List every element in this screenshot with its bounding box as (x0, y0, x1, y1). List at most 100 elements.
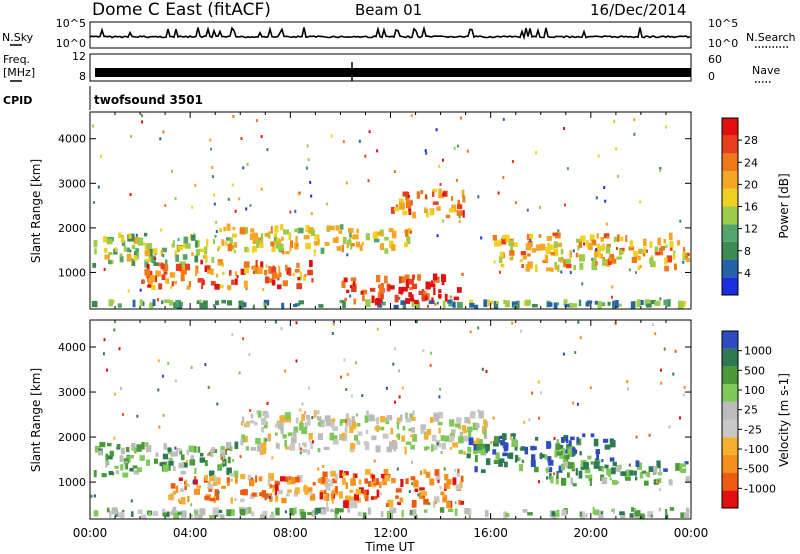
velocity-echo-cell-band-4 (434, 496, 440, 503)
velocity-ytick-label: 2000 (58, 431, 86, 444)
power-scatter-cell (616, 247, 618, 250)
power-ytick-label: 3000 (58, 177, 86, 190)
power-echo-cell-band-6 (566, 264, 572, 269)
power-echo-cell-band-3 (225, 241, 228, 246)
velocity-scatter-cell (361, 394, 364, 398)
power-echo-cell-band-6 (596, 243, 600, 251)
power-echo-cell-band-4 (425, 281, 431, 290)
velocity-echo-cell-band-4 (456, 473, 460, 477)
power-echo-cell-band-6 (535, 264, 538, 273)
velocity-echo-cell-band-6 (563, 461, 567, 467)
velocity-echo-cell-band-1 (224, 450, 227, 455)
velocity-echo-cell-band-3 (330, 420, 335, 429)
power-scatter-cell (569, 271, 572, 274)
power-echo-cell-band-2 (277, 284, 282, 290)
power-echo-cell-band-3 (274, 225, 279, 233)
time-axis-label: Time UT (364, 540, 415, 554)
velocity-scatter-cell (239, 455, 242, 459)
velocity-echo-cell-band-2 (271, 484, 276, 489)
velocity-echo-cell-band-3 (317, 447, 321, 453)
velocity-echo-cell-band-2 (186, 483, 190, 487)
power-echo-cell-band-0 (469, 302, 475, 308)
velocity-echo-cell-band-6 (680, 468, 687, 473)
power-echo-cell-band-6 (607, 258, 612, 265)
power-scatter-cell (297, 192, 300, 196)
velocity-scatter-cell (322, 464, 325, 468)
power-echo-cell-band-3 (270, 241, 275, 247)
velocity-echo-cell-band-0 (212, 513, 218, 517)
power-scatter-cell (309, 180, 312, 184)
power-scatter-cell (393, 170, 396, 173)
power-echo-cell-band-1 (132, 259, 136, 266)
velocity-echo-cell-band-4 (346, 503, 353, 509)
velocity-echo-cell-band-3 (476, 437, 480, 446)
power-echo-cell-band-3 (380, 243, 385, 251)
power-scatter-cell (97, 185, 100, 189)
velocity-echo-cell-band-1 (109, 450, 114, 457)
velocity-echo-cell-band-2 (274, 490, 277, 496)
velocity-scatter-cell (280, 327, 283, 331)
power-echo-cell-band-0 (428, 300, 435, 305)
power-echo-cell-band-5 (451, 204, 456, 212)
power-colorbar-tick-label: 20 (744, 178, 758, 191)
power-echo-cell-band-2 (160, 263, 165, 270)
time-tick-labels: 00:00 04:00 08:00 12:00 16:00 20:00 00:00 (73, 526, 709, 540)
velocity-echo-cell-band-0 (194, 513, 197, 519)
power-echo-cell-band-4 (404, 274, 410, 280)
velocity-echo-cell-band-5 (604, 444, 611, 450)
power-echo-cell-band-0 (496, 301, 499, 304)
power-scatter-cell (439, 183, 442, 186)
velocity-echo-cell-band-4 (452, 477, 457, 486)
velocity-echo-cell-band-1 (120, 464, 124, 471)
velocity-scatter-cell (340, 375, 343, 379)
power-echo-cell-band-5 (405, 196, 410, 201)
power-echo-cell-band-0 (293, 303, 298, 307)
power-echo-cell-band-2 (169, 272, 176, 278)
power-echo-cell-band-6 (637, 265, 641, 271)
velocity-scatter-cell (394, 400, 396, 404)
power-echo-cell-band-6 (536, 244, 541, 251)
power-echo-cell-band-6 (529, 233, 534, 240)
power-echo-cell-band-6 (575, 238, 582, 243)
power-echo-cell-band-1 (212, 239, 215, 245)
power-scatter-cell (526, 208, 529, 212)
velocity-scatter-cell (90, 494, 93, 498)
velocity-scatter-cell (574, 351, 577, 354)
power-echo-cell-band-5 (457, 204, 463, 210)
velocity-echo-cell-band-2 (323, 489, 327, 495)
power-echo-cell-band-2 (265, 276, 270, 284)
velocity-echo-cell-band-5 (609, 438, 614, 443)
power-echo-cell-band-6 (687, 252, 690, 257)
power-echo-cell-band-4 (408, 292, 412, 298)
nsearch-label: N.Search (746, 31, 796, 44)
velocity-echo-cell-band-5 (566, 444, 570, 450)
velocity-echo-cell-band-5 (509, 452, 514, 460)
power-echo-cell-band-4 (456, 287, 462, 293)
velocity-echo-cell-band-5 (556, 439, 560, 443)
power-echo-cell-band-1 (123, 245, 127, 252)
power-echo-cell-band-4 (461, 272, 464, 276)
power-scatter-cell (191, 205, 194, 209)
velocity-echo-cell-band-0 (244, 507, 249, 515)
velocity-echo-cell-band-2 (209, 476, 215, 482)
velocity-echo-cell-band-0 (338, 508, 344, 513)
velocity-echo-cell-band-0 (680, 512, 686, 518)
power-echo-cell-band-3 (281, 236, 284, 241)
velocity-echo-cell-band-1 (168, 463, 171, 471)
velocity-echo-cell-band-4 (458, 500, 462, 505)
power-echo-cell-band-6 (545, 247, 552, 255)
power-echo-cell-band-2 (229, 270, 232, 276)
velocity-scatter-cell (454, 501, 457, 505)
velocity-echo-cell-band-1 (194, 468, 197, 475)
power-scatter-cell (160, 228, 163, 232)
power-echo-cell-band-2 (227, 285, 232, 291)
velocity-echo-cell-band-5 (510, 433, 516, 437)
velocity-echo-cell-band-0 (335, 508, 339, 514)
velocity-echo-cell-band-5 (598, 466, 604, 471)
velocity-echo-cell-band-1 (226, 467, 232, 476)
power-echo-cell-band-4 (350, 277, 357, 282)
velocity-echo-cell-band-4 (435, 475, 441, 481)
power-echo-cell-band-4 (427, 293, 430, 301)
power-echo-cell-band-2 (285, 264, 288, 272)
power-scatter-cell (177, 238, 180, 242)
